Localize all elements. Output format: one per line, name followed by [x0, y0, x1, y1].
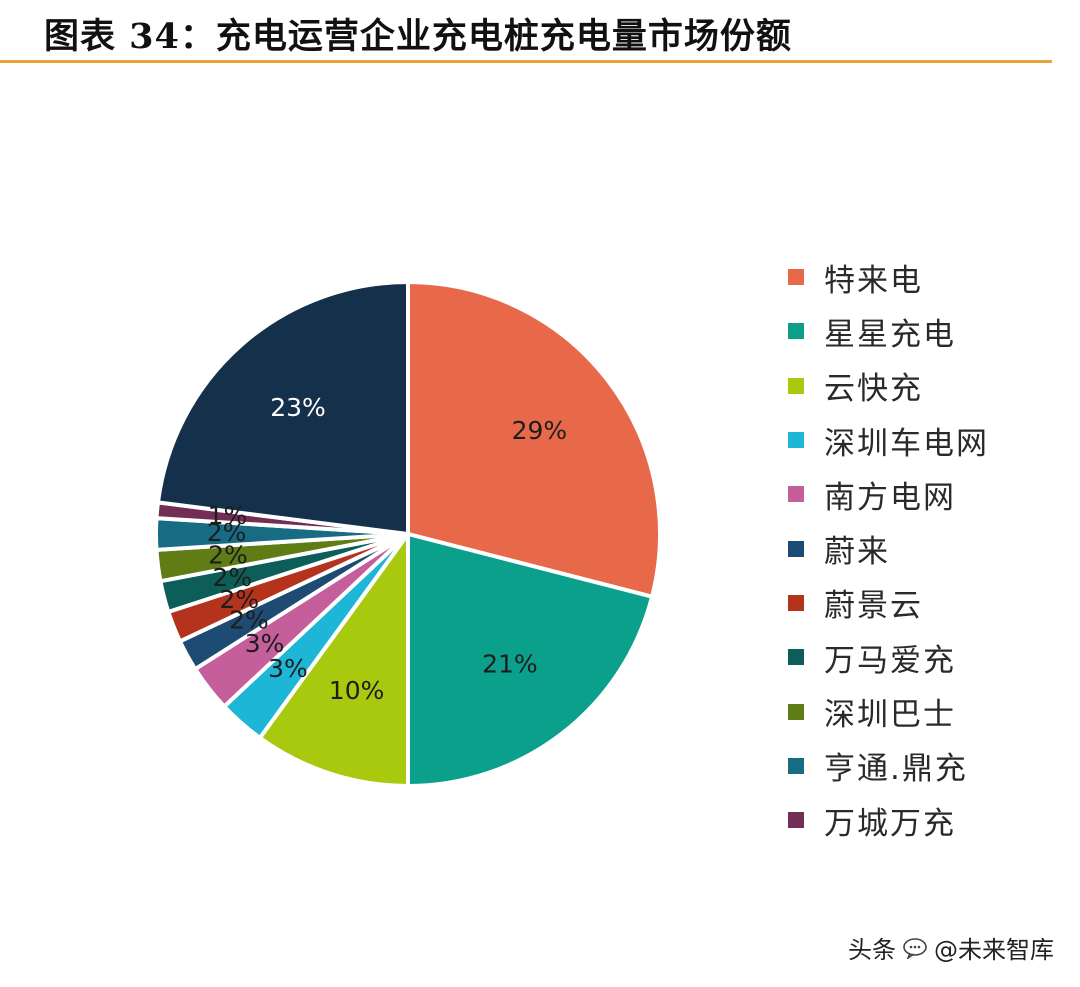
source-watermark: 头条 @未来智库 — [848, 930, 1054, 965]
legend-swatch-4 — [788, 486, 804, 503]
legend-item-6: 蔚景云 — [788, 576, 989, 630]
legend-item-8: 深圳巴士 — [788, 684, 989, 738]
legend-swatch-7 — [788, 649, 804, 666]
watermark-source: 头条 — [848, 936, 896, 964]
slice-label-6: 2% — [219, 585, 259, 614]
watermark-handle: @未来智库 — [934, 936, 1054, 964]
legend-item-3: 深圳车电网 — [788, 413, 989, 467]
slice-label-3: 3% — [268, 654, 308, 683]
pie-slice-11 — [155, 280, 410, 536]
legend-label-5: 蔚来 — [824, 534, 890, 571]
legend-swatch-2 — [788, 377, 804, 394]
legend-label-1: 星星充电 — [824, 316, 956, 353]
chart-legend: 特来电星星充电云快充深圳车电网南方电网蔚来蔚景云万马爱充深圳巴士亨通.鼎充万城万… — [788, 250, 989, 847]
slice-label-0: 29% — [512, 416, 568, 445]
title-underline — [0, 60, 1052, 63]
legend-item-1: 星星充电 — [788, 304, 989, 358]
legend-swatch-10 — [788, 812, 804, 829]
pie-slice-1 — [406, 532, 655, 788]
legend-label-8: 深圳巴士 — [824, 697, 956, 734]
slice-label-1: 21% — [482, 649, 538, 678]
legend-label-3: 深圳车电网 — [824, 425, 989, 462]
legend-item-4: 南方电网 — [788, 467, 989, 521]
pie-slice-2 — [257, 532, 410, 788]
legend-swatch-1 — [788, 323, 804, 340]
legend-swatch-6 — [788, 594, 804, 611]
slice-label-8: 2% — [208, 541, 248, 570]
legend-label-2: 云快充 — [824, 371, 923, 408]
slice-label-11: 23% — [270, 393, 326, 422]
legend-swatch-3 — [788, 432, 804, 449]
legend-label-0: 特来电 — [824, 262, 923, 299]
pie-slice-labels: 29%21%10%3%3%2%2%2%2%2%1%23% — [207, 393, 567, 705]
chat-bubble-icon — [903, 937, 927, 959]
chart-title: 图表 34：充电运营企业充电桩充电量市场份额 — [44, 16, 792, 57]
slice-label-5: 2% — [229, 605, 269, 634]
legend-item-10: 万城万充 — [788, 793, 989, 847]
slice-label-9: 2% — [207, 518, 247, 547]
legend-label-6: 蔚景云 — [824, 588, 923, 625]
legend-swatch-0 — [788, 269, 804, 286]
pie-slice-0 — [406, 280, 662, 599]
pie-slices — [154, 280, 662, 788]
legend-label-9: 亨通.鼎充 — [824, 751, 968, 788]
legend-label-7: 万马爱充 — [824, 642, 956, 679]
slice-label-4: 3% — [245, 629, 285, 658]
slice-label-7: 2% — [212, 563, 252, 592]
legend-item-2: 云快充 — [788, 359, 989, 413]
legend-item-5: 蔚来 — [788, 521, 989, 575]
legend-label-10: 万城万充 — [824, 805, 956, 842]
chart-header: 图表 34：充电运营企业充电桩充电量市场份额 — [0, 0, 1080, 63]
legend-swatch-5 — [788, 540, 804, 557]
legend-swatch-8 — [788, 703, 804, 720]
legend-item-7: 万马爱充 — [788, 630, 989, 684]
legend-label-4: 南方电网 — [824, 479, 956, 516]
legend-item-0: 特来电 — [788, 250, 989, 304]
slice-label-2: 10% — [329, 676, 385, 705]
slice-label-10: 1% — [208, 501, 248, 530]
legend-item-9: 亨通.鼎充 — [788, 739, 989, 793]
legend-swatch-9 — [788, 757, 804, 774]
